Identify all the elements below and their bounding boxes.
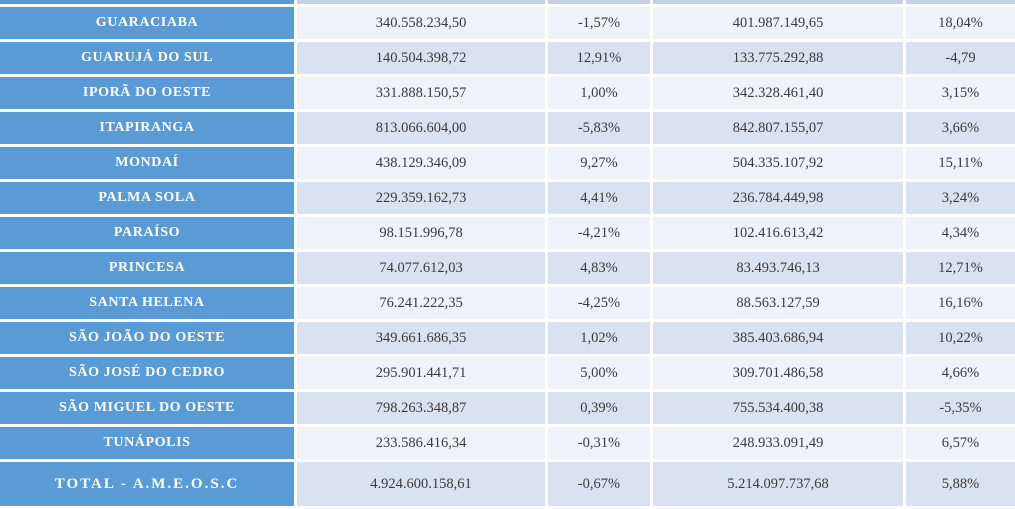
municipality-name-cell: ITAPIRANGA xyxy=(0,112,294,144)
table-row: PARAÍSO 98.151.996,78 -4,21% 102.416.613… xyxy=(0,217,1015,249)
value-2-cell: 88.563.127,59 xyxy=(653,287,903,319)
value-1-cell: 331.888.150,57 xyxy=(297,77,545,109)
municipality-name-cell: PARAÍSO xyxy=(0,217,294,249)
variation-1-cell: -4,21% xyxy=(548,217,650,249)
partial-row-top xyxy=(0,0,1015,4)
variation-2-cell: 5,88% xyxy=(906,462,1015,506)
variation-1-cell: -4,25% xyxy=(548,287,650,319)
table-row: PALMA SOLA 229.359.162,73 4,41% 236.784.… xyxy=(0,182,1015,214)
value-1-cell: 233.586.416,34 xyxy=(297,427,545,459)
table-row: GUARACIABA 340.558.234,50 -1,57% 401.987… xyxy=(0,7,1015,39)
variation-2-cell: 3,15% xyxy=(906,77,1015,109)
municipality-name-cell xyxy=(0,0,294,4)
value-2-cell: 102.416.613,42 xyxy=(653,217,903,249)
variation-2-cell: 18,04% xyxy=(906,7,1015,39)
value-2-cell: 5.214.097.737,68 xyxy=(653,462,903,506)
variation-1-cell: 0,39% xyxy=(548,392,650,424)
municipality-name-cell: PALMA SOLA xyxy=(0,182,294,214)
value-2-cell: 236.784.449,98 xyxy=(653,182,903,214)
variation-2-cell: -4,79 xyxy=(906,42,1015,74)
variation-1-cell xyxy=(548,0,650,4)
variation-1-cell: 12,91% xyxy=(548,42,650,74)
table-row: TOTAL - A.M.E.O.S.C 4.924.600.158,61 -0,… xyxy=(0,462,1015,506)
table-row: MONDAÍ 438.129.346,09 9,27% 504.335.107,… xyxy=(0,147,1015,179)
table-row: PRINCESA 74.077.612,03 4,83% 83.493.746,… xyxy=(0,252,1015,284)
municipality-name-cell: SÃO MIGUEL DO OESTE xyxy=(0,392,294,424)
value-2-cell: 133.775.292,88 xyxy=(653,42,903,74)
variation-1-cell: -1,57% xyxy=(548,7,650,39)
variation-2-cell: 12,71% xyxy=(906,252,1015,284)
variation-1-cell: -0,67% xyxy=(548,462,650,506)
variation-1-cell: 4,41% xyxy=(548,182,650,214)
variation-1-cell: 9,27% xyxy=(548,147,650,179)
value-1-cell: 438.129.346,09 xyxy=(297,147,545,179)
table-row: IPORÃ DO OESTE 331.888.150,57 1,00% 342.… xyxy=(0,77,1015,109)
value-2-cell: 248.933.091,49 xyxy=(653,427,903,459)
table-row: SÃO JOSÉ DO CEDRO 295.901.441,71 5,00% 3… xyxy=(0,357,1015,389)
variation-2-cell: 6,57% xyxy=(906,427,1015,459)
variation-1-cell: -5,83% xyxy=(548,112,650,144)
municipality-name-cell: IPORÃ DO OESTE xyxy=(0,77,294,109)
value-1-cell: 340.558.234,50 xyxy=(297,7,545,39)
value-1-cell: 229.359.162,73 xyxy=(297,182,545,214)
value-1-cell: 140.504.398,72 xyxy=(297,42,545,74)
value-2-cell: 755.534.400,38 xyxy=(653,392,903,424)
variation-2-cell: 10,22% xyxy=(906,322,1015,354)
table-row: GUARUJÁ DO SUL 140.504.398,72 12,91% 133… xyxy=(0,42,1015,74)
variation-2-cell: 3,66% xyxy=(906,112,1015,144)
value-1-cell: 798.263.348,87 xyxy=(297,392,545,424)
variation-1-cell: 1,02% xyxy=(548,322,650,354)
variation-2-cell: 4,66% xyxy=(906,357,1015,389)
variation-1-cell: 1,00% xyxy=(548,77,650,109)
value-2-cell: 401.987.149,65 xyxy=(653,7,903,39)
value-1-cell: 4.924.600.158,61 xyxy=(297,462,545,506)
variation-1-cell: 5,00% xyxy=(548,357,650,389)
value-2-cell: 83.493.746,13 xyxy=(653,252,903,284)
value-2-cell: 842.807.155,07 xyxy=(653,112,903,144)
variation-2-cell: 3,24% xyxy=(906,182,1015,214)
municipality-name-cell: GUARACIABA xyxy=(0,7,294,39)
municipality-name-cell: MONDAÍ xyxy=(0,147,294,179)
value-1-cell: 98.151.996,78 xyxy=(297,217,545,249)
variation-2-cell: 16,16% xyxy=(906,287,1015,319)
table-row: SÃO JOÃO DO OESTE 349.661.686,35 1,02% 3… xyxy=(0,322,1015,354)
variation-2-cell: 4,34% xyxy=(906,217,1015,249)
municipality-name-cell: SÃO JOÃO DO OESTE xyxy=(0,322,294,354)
variation-1-cell: -0,31% xyxy=(548,427,650,459)
municipality-name-cell: PRINCESA xyxy=(0,252,294,284)
municipality-name-cell: SANTA HELENA xyxy=(0,287,294,319)
table-row: SANTA HELENA 76.241.222,35 -4,25% 88.563… xyxy=(0,287,1015,319)
value-2-cell: 309.701.486,58 xyxy=(653,357,903,389)
table-row: ITAPIRANGA 813.066.604,00 -5,83% 842.807… xyxy=(0,112,1015,144)
value-2-cell xyxy=(653,0,903,4)
municipality-name-cell: SÃO JOSÉ DO CEDRO xyxy=(0,357,294,389)
variation-2-cell xyxy=(906,0,1015,4)
table-row: TUNÁPOLIS 233.586.416,34 -0,31% 248.933.… xyxy=(0,427,1015,459)
value-2-cell: 342.328.461,40 xyxy=(653,77,903,109)
variation-2-cell: 15,11% xyxy=(906,147,1015,179)
variation-2-cell: -5,35% xyxy=(906,392,1015,424)
value-1-cell: 295.901.441,71 xyxy=(297,357,545,389)
municipality-name-cell: TUNÁPOLIS xyxy=(0,427,294,459)
value-1-cell: 349.661.686,35 xyxy=(297,322,545,354)
municipality-name-cell: TOTAL - A.M.E.O.S.C xyxy=(0,462,294,506)
value-1-cell xyxy=(297,0,545,4)
value-2-cell: 504.335.107,92 xyxy=(653,147,903,179)
variation-1-cell: 4,83% xyxy=(548,252,650,284)
municipality-name-cell: GUARUJÁ DO SUL xyxy=(0,42,294,74)
value-1-cell: 76.241.222,35 xyxy=(297,287,545,319)
value-1-cell: 813.066.604,00 xyxy=(297,112,545,144)
value-2-cell: 385.403.686,94 xyxy=(653,322,903,354)
table-row: SÃO MIGUEL DO OESTE 798.263.348,87 0,39%… xyxy=(0,392,1015,424)
value-1-cell: 74.077.612,03 xyxy=(297,252,545,284)
